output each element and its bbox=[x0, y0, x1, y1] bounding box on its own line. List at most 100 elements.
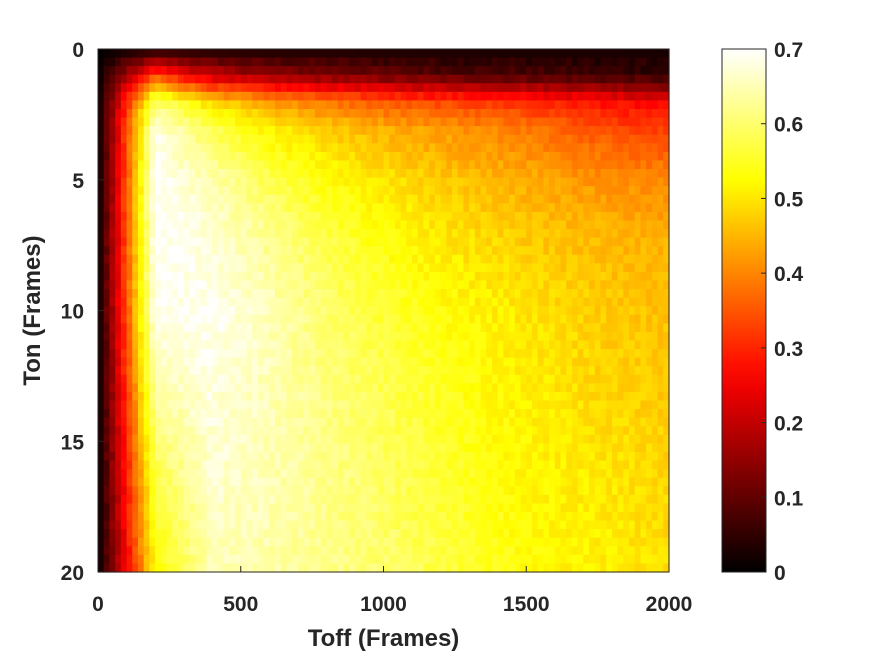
heatmap-cell bbox=[634, 100, 642, 110]
heatmap-cell bbox=[246, 117, 253, 127]
heatmap-cell bbox=[189, 186, 196, 196]
heatmap-cell bbox=[223, 280, 230, 290]
heatmap-cell bbox=[240, 126, 248, 136]
heatmap-cell bbox=[303, 469, 310, 479]
heatmap-cell bbox=[98, 366, 105, 376]
heatmap-cell bbox=[657, 229, 664, 239]
heatmap-cell bbox=[366, 297, 373, 307]
heatmap-cell bbox=[263, 151, 270, 162]
heatmap-cell bbox=[109, 151, 116, 162]
heatmap-cell bbox=[217, 426, 225, 436]
heatmap-cell bbox=[149, 400, 156, 410]
heatmap-cell bbox=[326, 160, 333, 170]
heatmap-cell bbox=[423, 151, 430, 162]
heatmap-cell bbox=[246, 74, 253, 84]
heatmap-cell bbox=[549, 331, 556, 342]
heatmap-cell bbox=[497, 443, 505, 453]
heatmap-cell bbox=[594, 254, 602, 264]
heatmap-cell bbox=[389, 57, 396, 67]
heatmap-cell bbox=[383, 391, 390, 402]
heatmap-cell bbox=[343, 169, 350, 179]
heatmap-cell bbox=[617, 143, 624, 153]
heatmap-cell bbox=[366, 451, 373, 462]
heatmap-cell bbox=[577, 366, 584, 376]
heatmap-cell bbox=[440, 186, 447, 196]
heatmap-cell bbox=[303, 391, 310, 402]
heatmap-cell bbox=[400, 443, 407, 453]
heatmap-cell bbox=[406, 143, 413, 153]
heatmap-cell bbox=[634, 74, 642, 84]
heatmap-cell bbox=[383, 74, 390, 84]
heatmap-cell bbox=[257, 151, 265, 162]
heatmap-cell bbox=[132, 117, 139, 127]
heatmap-cell bbox=[143, 263, 150, 273]
heatmap-cell bbox=[480, 151, 487, 162]
heatmap-cell bbox=[474, 391, 482, 402]
heatmap-cell bbox=[634, 417, 642, 427]
heatmap-cell bbox=[229, 203, 236, 213]
heatmap-cell bbox=[503, 417, 510, 427]
heatmap-cell bbox=[651, 383, 659, 393]
heatmap-cell bbox=[115, 49, 122, 59]
heatmap-cell bbox=[137, 57, 145, 67]
heatmap-cell bbox=[360, 349, 367, 359]
heatmap-cell bbox=[452, 126, 459, 136]
heatmap-cell bbox=[600, 434, 607, 444]
heatmap-cell bbox=[389, 314, 396, 324]
heatmap-cell bbox=[571, 117, 579, 127]
heatmap-cell bbox=[554, 374, 562, 384]
heatmap-cell bbox=[172, 186, 179, 196]
heatmap-cell bbox=[634, 211, 642, 222]
heatmap-cell bbox=[497, 400, 505, 410]
heatmap-cell bbox=[583, 469, 590, 479]
heatmap-cell bbox=[240, 349, 248, 359]
heatmap-cell bbox=[617, 237, 624, 247]
heatmap-cell bbox=[166, 357, 173, 367]
heatmap-cell bbox=[589, 469, 596, 479]
heatmap-cell bbox=[629, 434, 636, 444]
heatmap-cell bbox=[509, 177, 516, 187]
heatmap-cell bbox=[577, 109, 584, 119]
heatmap-cell bbox=[98, 143, 105, 153]
heatmap-cell bbox=[240, 417, 248, 427]
heatmap-cell bbox=[269, 400, 276, 410]
heatmap-cell bbox=[303, 400, 310, 410]
heatmap-cell bbox=[240, 100, 248, 110]
heatmap-cell bbox=[634, 451, 642, 462]
heatmap-cell bbox=[269, 357, 276, 367]
heatmap-cell bbox=[195, 151, 202, 162]
heatmap-cell bbox=[623, 383, 630, 393]
heatmap-cell bbox=[189, 469, 196, 479]
heatmap-cell bbox=[606, 434, 613, 444]
heatmap-cell bbox=[469, 374, 476, 384]
heatmap-cell bbox=[115, 331, 122, 342]
heatmap-cell bbox=[263, 460, 270, 470]
heatmap-cell bbox=[423, 229, 430, 239]
heatmap-cell bbox=[349, 306, 356, 316]
heatmap-cell bbox=[263, 177, 270, 187]
heatmap-cell bbox=[326, 383, 333, 393]
heatmap-cell bbox=[611, 237, 619, 247]
heatmap-cell bbox=[611, 246, 619, 256]
heatmap-cell bbox=[634, 254, 642, 264]
heatmap-cell bbox=[263, 254, 270, 264]
heatmap-cell bbox=[246, 426, 253, 436]
heatmap-cell bbox=[457, 211, 465, 222]
heatmap-cell bbox=[412, 194, 419, 204]
heatmap-cell bbox=[172, 49, 179, 59]
heatmap-cell bbox=[292, 426, 299, 436]
heatmap-cell bbox=[297, 400, 305, 410]
heatmap-cell bbox=[640, 177, 647, 187]
heatmap-cell bbox=[617, 469, 624, 479]
heatmap-cell bbox=[594, 331, 602, 342]
heatmap-cell bbox=[503, 237, 510, 247]
heatmap-cell bbox=[200, 126, 208, 136]
heatmap-cell bbox=[137, 100, 145, 110]
heatmap-cell bbox=[611, 143, 619, 153]
heatmap-cell bbox=[594, 91, 602, 102]
heatmap-cell bbox=[280, 229, 288, 239]
heatmap-cell bbox=[132, 349, 139, 359]
heatmap-cell bbox=[389, 469, 396, 479]
heatmap-cell bbox=[195, 280, 202, 290]
heatmap-cell bbox=[155, 186, 162, 196]
